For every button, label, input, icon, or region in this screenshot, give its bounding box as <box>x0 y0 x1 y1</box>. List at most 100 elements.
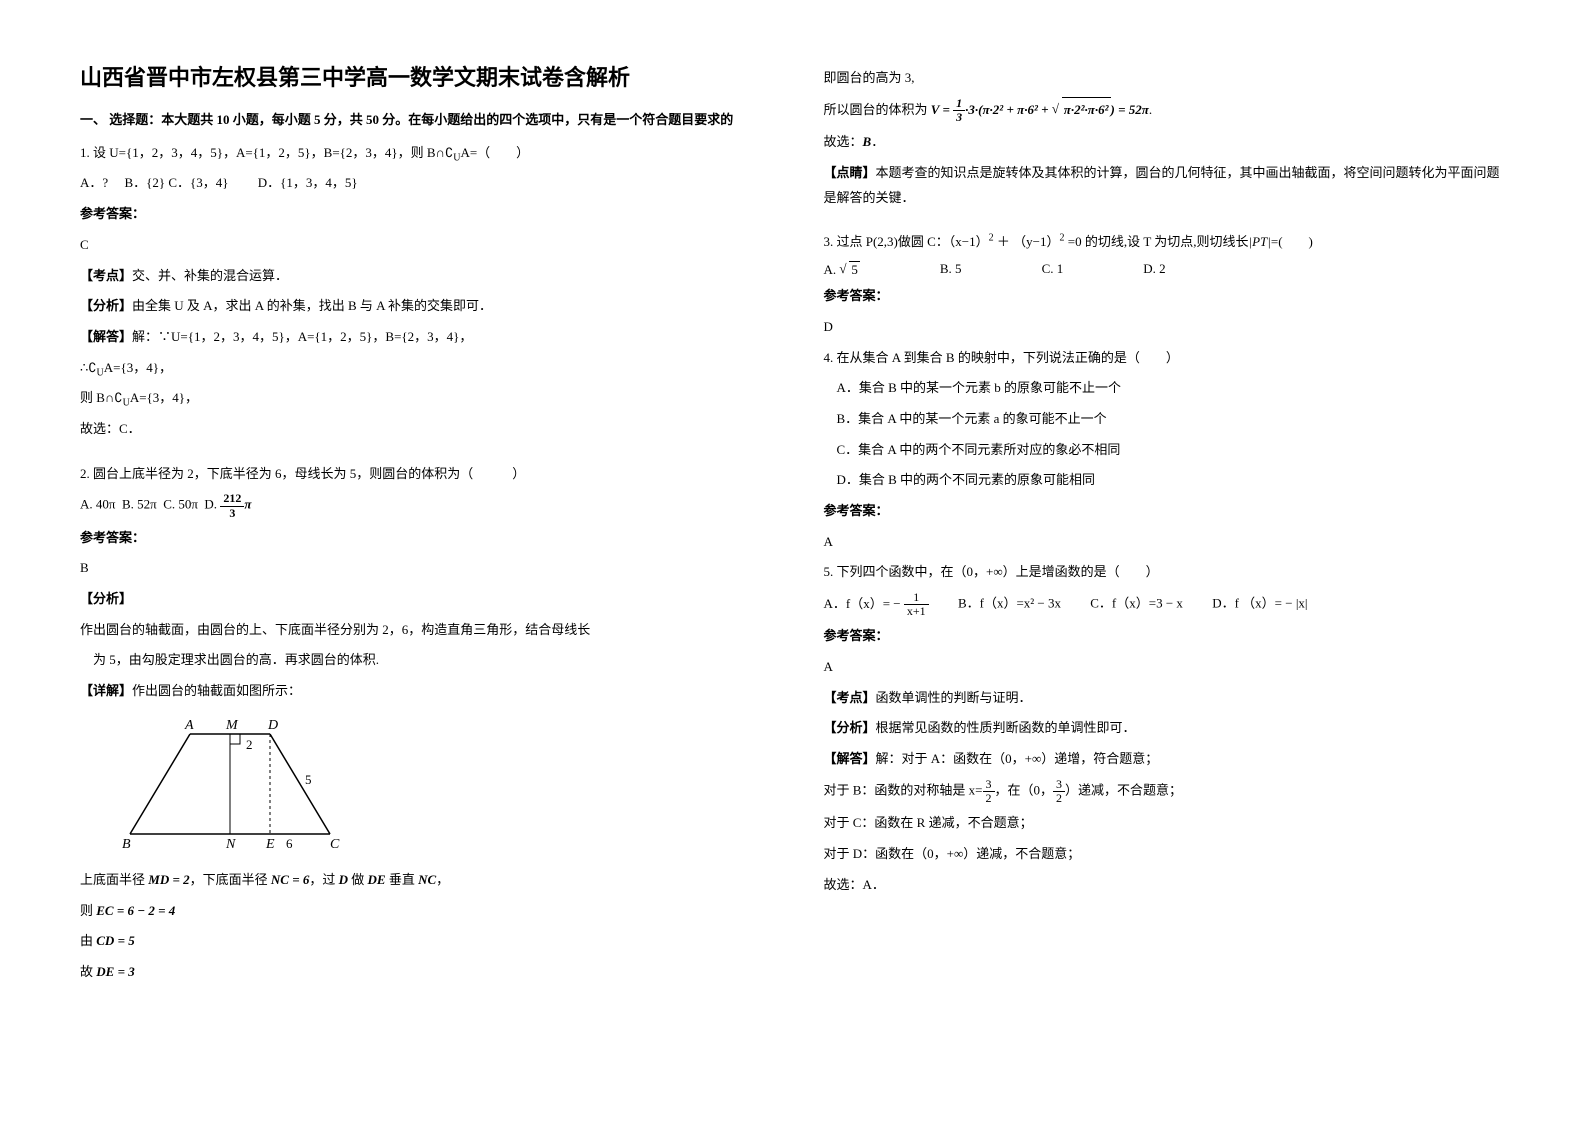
frac-num: 212 <box>220 492 244 506</box>
q4-opt-d: D．集合 B 中的两个不同元素的原象可能相同 <box>837 468 1508 493</box>
q2-fx2: 为 5，由勾股定理求出圆台的高．再求圆台的体积. <box>93 648 764 673</box>
mid: ·3·(π·2² + π·6² + <box>965 102 1052 117</box>
q1-stem-suffix: A=（ ） <box>460 145 529 160</box>
xj2-d: D <box>339 872 348 887</box>
q1-options: A．? B．{2} C．{3，4} D．{1，3，4，5} <box>80 171 764 196</box>
q3-stem: 3. 过点 P(2,3)做圆 C：（x−1）2 ＋ （y−1）2 =0 的切线,… <box>824 230 1508 255</box>
fx-text: 由全集 U 及 A，求出 A 的补集，找出 B 与 A 补集的交集即可． <box>132 298 492 313</box>
n: 3 <box>1053 778 1065 792</box>
kd-label: 【考点】 <box>824 690 876 705</box>
q3-mid2: =0 的切线,设 T 为切点,则切线长 <box>1065 234 1249 249</box>
q3-opt-d: D. 2 <box>1143 261 1165 278</box>
end: ) = 52π <box>1111 102 1149 117</box>
q5-answer: A <box>824 655 1508 680</box>
jd-label: 【解答】 <box>824 751 876 766</box>
n: 1 <box>904 591 929 605</box>
kd-label: 【考点】 <box>80 268 132 283</box>
xj5-pre: 故 <box>80 964 96 979</box>
one-third: 13 <box>953 97 965 124</box>
q4-opt-b: B．集合 A 中的某一个元素 a 的象可能不止一个 <box>837 407 1508 432</box>
q3-end: =( ) <box>1271 234 1313 249</box>
q5-jd2: 对于 B：函数的对称轴是 x=32，在（0，32）递减，不合题意； <box>824 778 1508 805</box>
jd2-suf: A={3，4}， <box>104 360 172 375</box>
q5-opt-c: C．f（x）=3 − x <box>1090 596 1183 611</box>
q1-stem: 1. 设 U={1，2，3，4，5}，A={1，2，5}，B={2，3，4}，则… <box>80 141 764 166</box>
q1-jieda2: ∴∁UA={3，4}， <box>80 356 764 381</box>
q3-answer-label: 参考答案： <box>824 284 1508 309</box>
d: x+1 <box>904 605 929 618</box>
pt: |PT| <box>1249 234 1271 249</box>
q2-fx1: 作出圆台的轴截面，由圆台的上、下底面半径分别为 2，6，构造直角三角形，结合母线… <box>80 618 764 643</box>
q2-opt-d-pre: D. <box>204 497 220 512</box>
l3-suf: ． <box>871 134 884 149</box>
q2-options: A. 40π B. 52π C. 50π D. 2123π <box>80 492 764 519</box>
frac-den: 3 <box>220 507 244 520</box>
q5-jd5: 故选：A． <box>824 873 1508 898</box>
q2r-line1: 即圆台的高为 3, <box>824 66 1508 91</box>
q2-answer-label: 参考答案： <box>80 526 764 551</box>
xj2-mid3: 做 <box>348 872 368 887</box>
trapezoid-diagram: A M D B N E C 2 5 6 <box>100 714 764 858</box>
xj5-eq: DE = 3 <box>96 964 134 979</box>
xj-text: 作出圆台的轴截面如图所示： <box>132 683 301 698</box>
q3-answer: D <box>824 315 1508 340</box>
xj2-mid2: ，过 <box>309 872 338 887</box>
n: 3 <box>983 778 995 792</box>
q5-kd: 【考点】函数单调性的判断与证明． <box>824 686 1508 711</box>
jd-label: 【解答】 <box>80 329 132 344</box>
xj2-end: ， <box>436 872 449 887</box>
q3-pre: 3. 过点 P(2,3)做圆 C：（x−1） <box>824 234 989 249</box>
trapezoid-svg: A M D B N E C 2 5 6 <box>100 714 360 854</box>
jd3-suf: A={3，4}， <box>130 390 198 405</box>
q2-xj: 【详解】作出圆台的轴截面如图所示： <box>80 679 764 704</box>
q1-answer-label: 参考答案： <box>80 202 764 227</box>
xj2-de: DE <box>368 872 386 887</box>
l3-ans: B <box>863 134 872 149</box>
q2-stem: 2. 圆台上底半径为 2，下底半径为 6，母线长为 5，则圆台的体积为（ ） <box>80 462 764 487</box>
fx-text: 根据常见函数的性质判断函数的单调性即可． <box>876 720 1136 735</box>
q1-answer: C <box>80 233 764 258</box>
q4-answer: A <box>824 530 1508 555</box>
q5-options: A．f（x）= − 1x+1 B．f（x）=x² − 3x C．f（x）=3 −… <box>824 591 1508 618</box>
svg-text:6: 6 <box>286 836 293 851</box>
jd2-pre: ∴∁ <box>80 360 97 375</box>
num: 1 <box>953 97 965 111</box>
q1-stem-text: 1. 设 U={1，2，3，4，5}，A={1，2，5}，B={2，3，4}，则… <box>80 145 453 160</box>
q2r-pre: 所以圆台的体积为 <box>824 102 931 117</box>
xj4-pre: 由 <box>80 933 96 948</box>
q1-kaodian: 【考点】交、并、补集的混合运算． <box>80 264 764 289</box>
q4-opt-c: C．集合 A 中的两个不同元素所对应的象必不相同 <box>837 438 1508 463</box>
right-column: 即圆台的高为 3, 所以圆台的体积为 V = 13·3·(π·2² + π·6²… <box>824 60 1508 991</box>
svg-text:2: 2 <box>246 737 253 752</box>
xj2-mid: ，下底面半径 <box>190 872 271 887</box>
q3-mid1: ＋ （y−1） <box>994 234 1060 249</box>
svg-text:E: E <box>265 837 275 852</box>
jd2-end: ）递减，不合题意； <box>1065 783 1182 798</box>
jd2-pre: 对于 B：函数的对称轴是 x= <box>824 783 983 798</box>
fx-label: 【分析】 <box>80 298 132 313</box>
frac2: 32 <box>1053 778 1065 805</box>
sqrt5: 5 <box>839 261 860 278</box>
page-title: 山西省晋中市左权县第三中学高一数学文期末试卷含解析 <box>80 60 764 92</box>
q4-stem: 4. 在从集合 A 到集合 B 的映射中，下列说法正确的是（ ） <box>824 346 1508 371</box>
q2-fx-label: 【分析】 <box>80 587 764 612</box>
q4-answer-label: 参考答案： <box>824 499 1508 524</box>
q3-options: A. 5 B. 5 C. 1 D. 2 <box>824 261 1508 278</box>
jd-text: 解：对于 A：函数在（0，+∞）递增，符合题意； <box>876 751 1159 766</box>
d: 2 <box>1053 792 1065 805</box>
oa-pre: A. <box>824 262 840 277</box>
rad5: 5 <box>849 261 860 278</box>
var-v: V <box>931 102 939 117</box>
eq: = <box>939 102 953 117</box>
q2-xj5: 故 DE = 3 <box>80 960 764 985</box>
svg-text:5: 5 <box>305 772 312 787</box>
frac-suffix: π <box>244 497 251 512</box>
xj3-eq: EC = 6 − 2 = 4 <box>96 903 175 918</box>
q5-opt-b: B．f（x）=x² − 3x <box>958 596 1061 611</box>
q1-opt-d: D．{1，3，4，5} <box>258 175 358 190</box>
q5-opt-d: D．f （x）= − |x| <box>1212 596 1307 611</box>
q5-jd3: 对于 C：函数在 R 递减，不合题意； <box>824 811 1508 836</box>
den: 3 <box>953 111 965 124</box>
xj2-nc: NC = 6 <box>271 872 309 887</box>
svg-text:C: C <box>330 837 340 852</box>
